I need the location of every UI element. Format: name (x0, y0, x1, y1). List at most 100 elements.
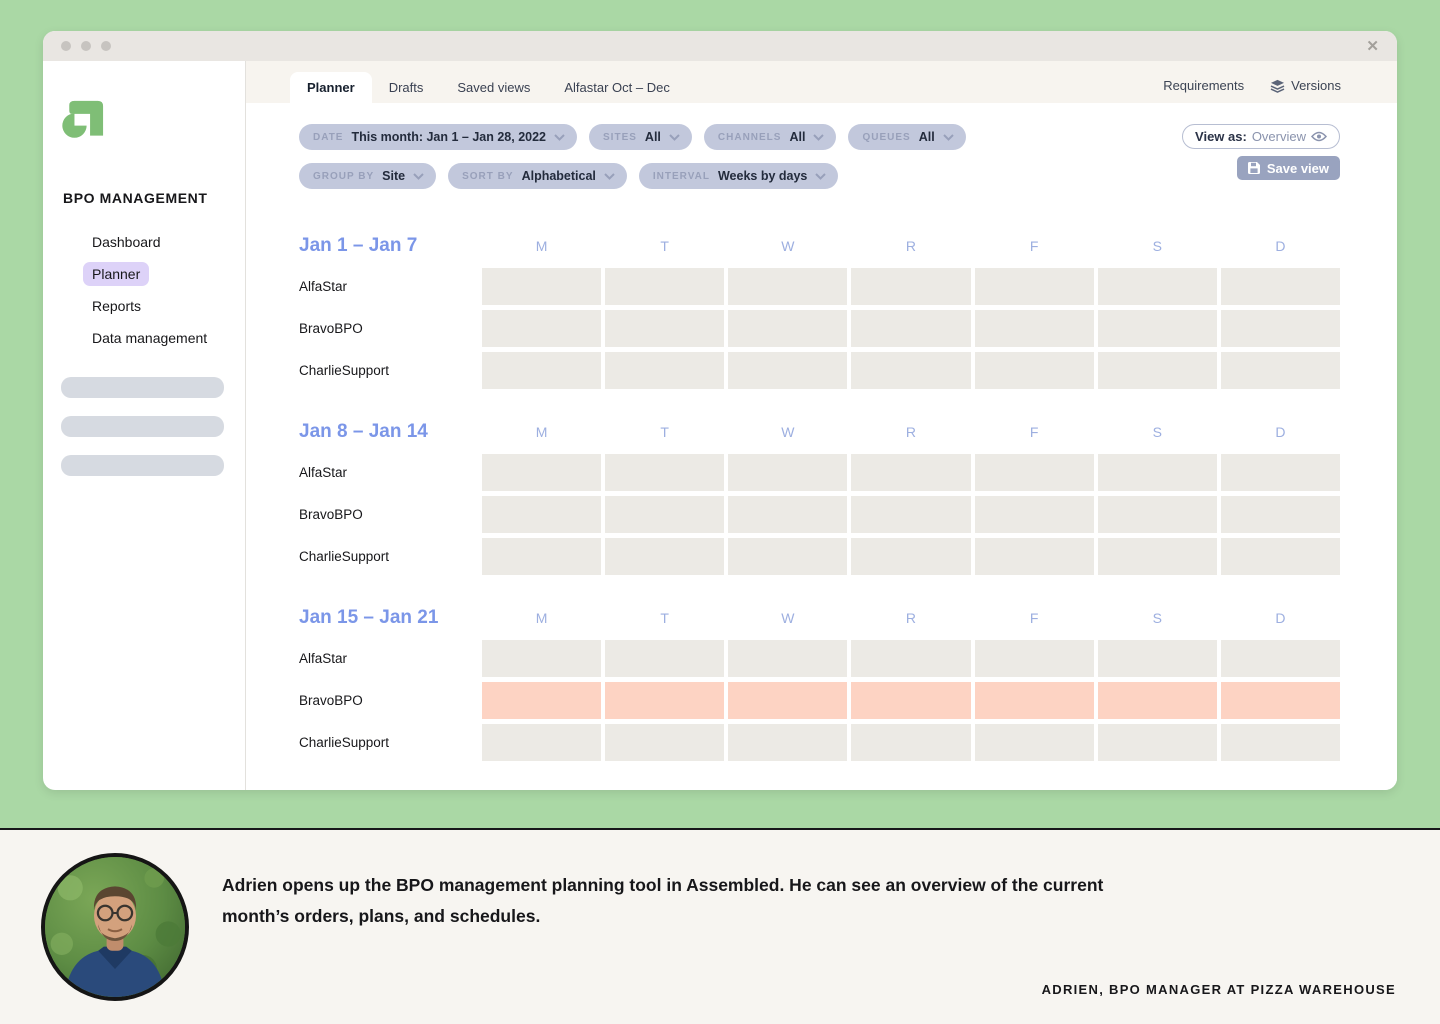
requirements-link[interactable]: Requirements (1163, 78, 1244, 93)
filter-label: INTERVAL (652, 170, 710, 182)
planner-cell[interactable] (851, 682, 971, 719)
planner-cell[interactable] (974, 352, 1094, 389)
date-filter[interactable]: DATE This month: Jan 1 – Jan 28, 2022 (299, 124, 578, 150)
sidebar-item-dashboard[interactable]: Dashboard (92, 234, 161, 250)
planner-cell[interactable] (605, 352, 725, 389)
day-header: R (905, 424, 917, 440)
planner-cell[interactable] (728, 724, 848, 761)
planner-cell[interactable] (851, 268, 971, 305)
planner-cell[interactable] (728, 268, 848, 305)
chevron-down-icon (813, 133, 825, 141)
save-view-button[interactable]: Save view (1236, 156, 1340, 180)
planner-cell[interactable] (1097, 268, 1217, 305)
day-header: T (660, 610, 669, 626)
planner-cell[interactable] (728, 496, 848, 533)
planner-cell[interactable] (851, 538, 971, 575)
planner-cell[interactable] (1097, 496, 1217, 533)
filter-row-2: GROUP BY Site SORT BY Alphabetical (299, 163, 1340, 189)
planner-cell[interactable] (605, 496, 725, 533)
planner-cell[interactable] (1097, 454, 1217, 491)
planner-cell[interactable] (728, 310, 848, 347)
planner-cell[interactable] (605, 640, 725, 677)
planner-cell[interactable] (605, 538, 725, 575)
planner-cell[interactable] (974, 268, 1094, 305)
planner-cell[interactable] (728, 682, 848, 719)
sites-filter[interactable]: SITES All (589, 124, 692, 150)
planner-cell[interactable] (605, 454, 725, 491)
planner-cell[interactable] (1097, 310, 1217, 347)
planner-cell[interactable] (482, 496, 602, 533)
day-header: F (1029, 610, 1039, 626)
planner-cell[interactable] (1220, 454, 1340, 491)
planner-cell[interactable] (974, 310, 1094, 347)
planner-cell[interactable] (1097, 724, 1217, 761)
planner-cell[interactable] (605, 724, 725, 761)
planner-cell[interactable] (851, 352, 971, 389)
view-as-button[interactable]: View as: Overview (1182, 124, 1340, 149)
planner-cell[interactable] (605, 310, 725, 347)
planner-cell[interactable] (482, 454, 602, 491)
planner-cell[interactable] (974, 496, 1094, 533)
sort-by-filter[interactable]: SORT BY Alphabetical (448, 163, 627, 189)
planner-cell[interactable] (974, 682, 1094, 719)
planner-cell[interactable] (482, 724, 602, 761)
tab-drafts[interactable]: Drafts (388, 80, 424, 95)
window-dot-icon[interactable] (61, 41, 71, 51)
planner-cell[interactable] (851, 454, 971, 491)
tab-planner[interactable]: Planner (290, 72, 372, 103)
planner-cell[interactable] (482, 352, 602, 389)
planner-cell[interactable] (851, 310, 971, 347)
interval-filter[interactable]: INTERVAL Weeks by days (638, 163, 839, 189)
planner-cell[interactable] (1220, 724, 1340, 761)
filter-value: All (789, 130, 806, 144)
planner-cell[interactable] (605, 682, 725, 719)
planner-cell[interactable] (482, 640, 602, 677)
planner-cell[interactable] (851, 724, 971, 761)
tab-alfastar-oct-dec[interactable]: Alfastar Oct – Dec (564, 80, 670, 95)
planner-cell[interactable] (1220, 538, 1340, 575)
planner-cell[interactable] (1220, 682, 1340, 719)
day-header: F (1029, 424, 1039, 440)
close-icon[interactable]: ✕ (1366, 37, 1379, 55)
planner-cell[interactable] (974, 454, 1094, 491)
versions-link[interactable]: Versions (1270, 78, 1341, 93)
group-by-filter[interactable]: GROUP BY Site (299, 163, 437, 189)
planner-cell[interactable] (1220, 496, 1340, 533)
planner-cell[interactable] (482, 682, 602, 719)
window-controls[interactable] (61, 41, 111, 51)
sidebar-item-data-management[interactable]: Data management (92, 330, 208, 346)
planner-cell[interactable] (1220, 352, 1340, 389)
planner-cell[interactable] (482, 538, 602, 575)
planner-cell[interactable] (1220, 640, 1340, 677)
planner-cell[interactable] (974, 538, 1094, 575)
sidebar-nav: Dashboard Planner Reports Data managemen… (83, 230, 213, 350)
planner-cell[interactable] (605, 268, 725, 305)
planner-cell[interactable] (1097, 640, 1217, 677)
site-row-label: BravoBPO (299, 693, 363, 708)
channels-filter[interactable]: CHANNELS All (703, 124, 837, 150)
filter-label: SITES (603, 131, 637, 143)
planner-cell[interactable] (974, 640, 1094, 677)
planner-cell[interactable] (728, 352, 848, 389)
planner-cell[interactable] (1097, 682, 1217, 719)
tab-saved-views[interactable]: Saved views (457, 80, 531, 95)
planner-cell[interactable] (851, 640, 971, 677)
planner-cell[interactable] (1097, 538, 1217, 575)
planner-cell[interactable] (851, 496, 971, 533)
sidebar: BPO MANAGEMENT Dashboard Planner Reports… (43, 61, 246, 790)
planner-cell[interactable] (1097, 352, 1217, 389)
planner-cell[interactable] (1220, 310, 1340, 347)
planner-cell[interactable] (482, 268, 602, 305)
planner-cell[interactable] (728, 454, 848, 491)
sidebar-item-reports[interactable]: Reports (92, 298, 142, 314)
planner-cell[interactable] (974, 724, 1094, 761)
planner-cell[interactable] (728, 538, 848, 575)
sidebar-item-planner[interactable]: Planner (83, 262, 150, 286)
chevron-down-icon (942, 133, 954, 141)
queues-filter[interactable]: QUEUES All (848, 124, 966, 150)
window-dot-icon[interactable] (101, 41, 111, 51)
planner-cell[interactable] (728, 640, 848, 677)
planner-cell[interactable] (1220, 268, 1340, 305)
window-dot-icon[interactable] (81, 41, 91, 51)
planner-cell[interactable] (482, 310, 602, 347)
